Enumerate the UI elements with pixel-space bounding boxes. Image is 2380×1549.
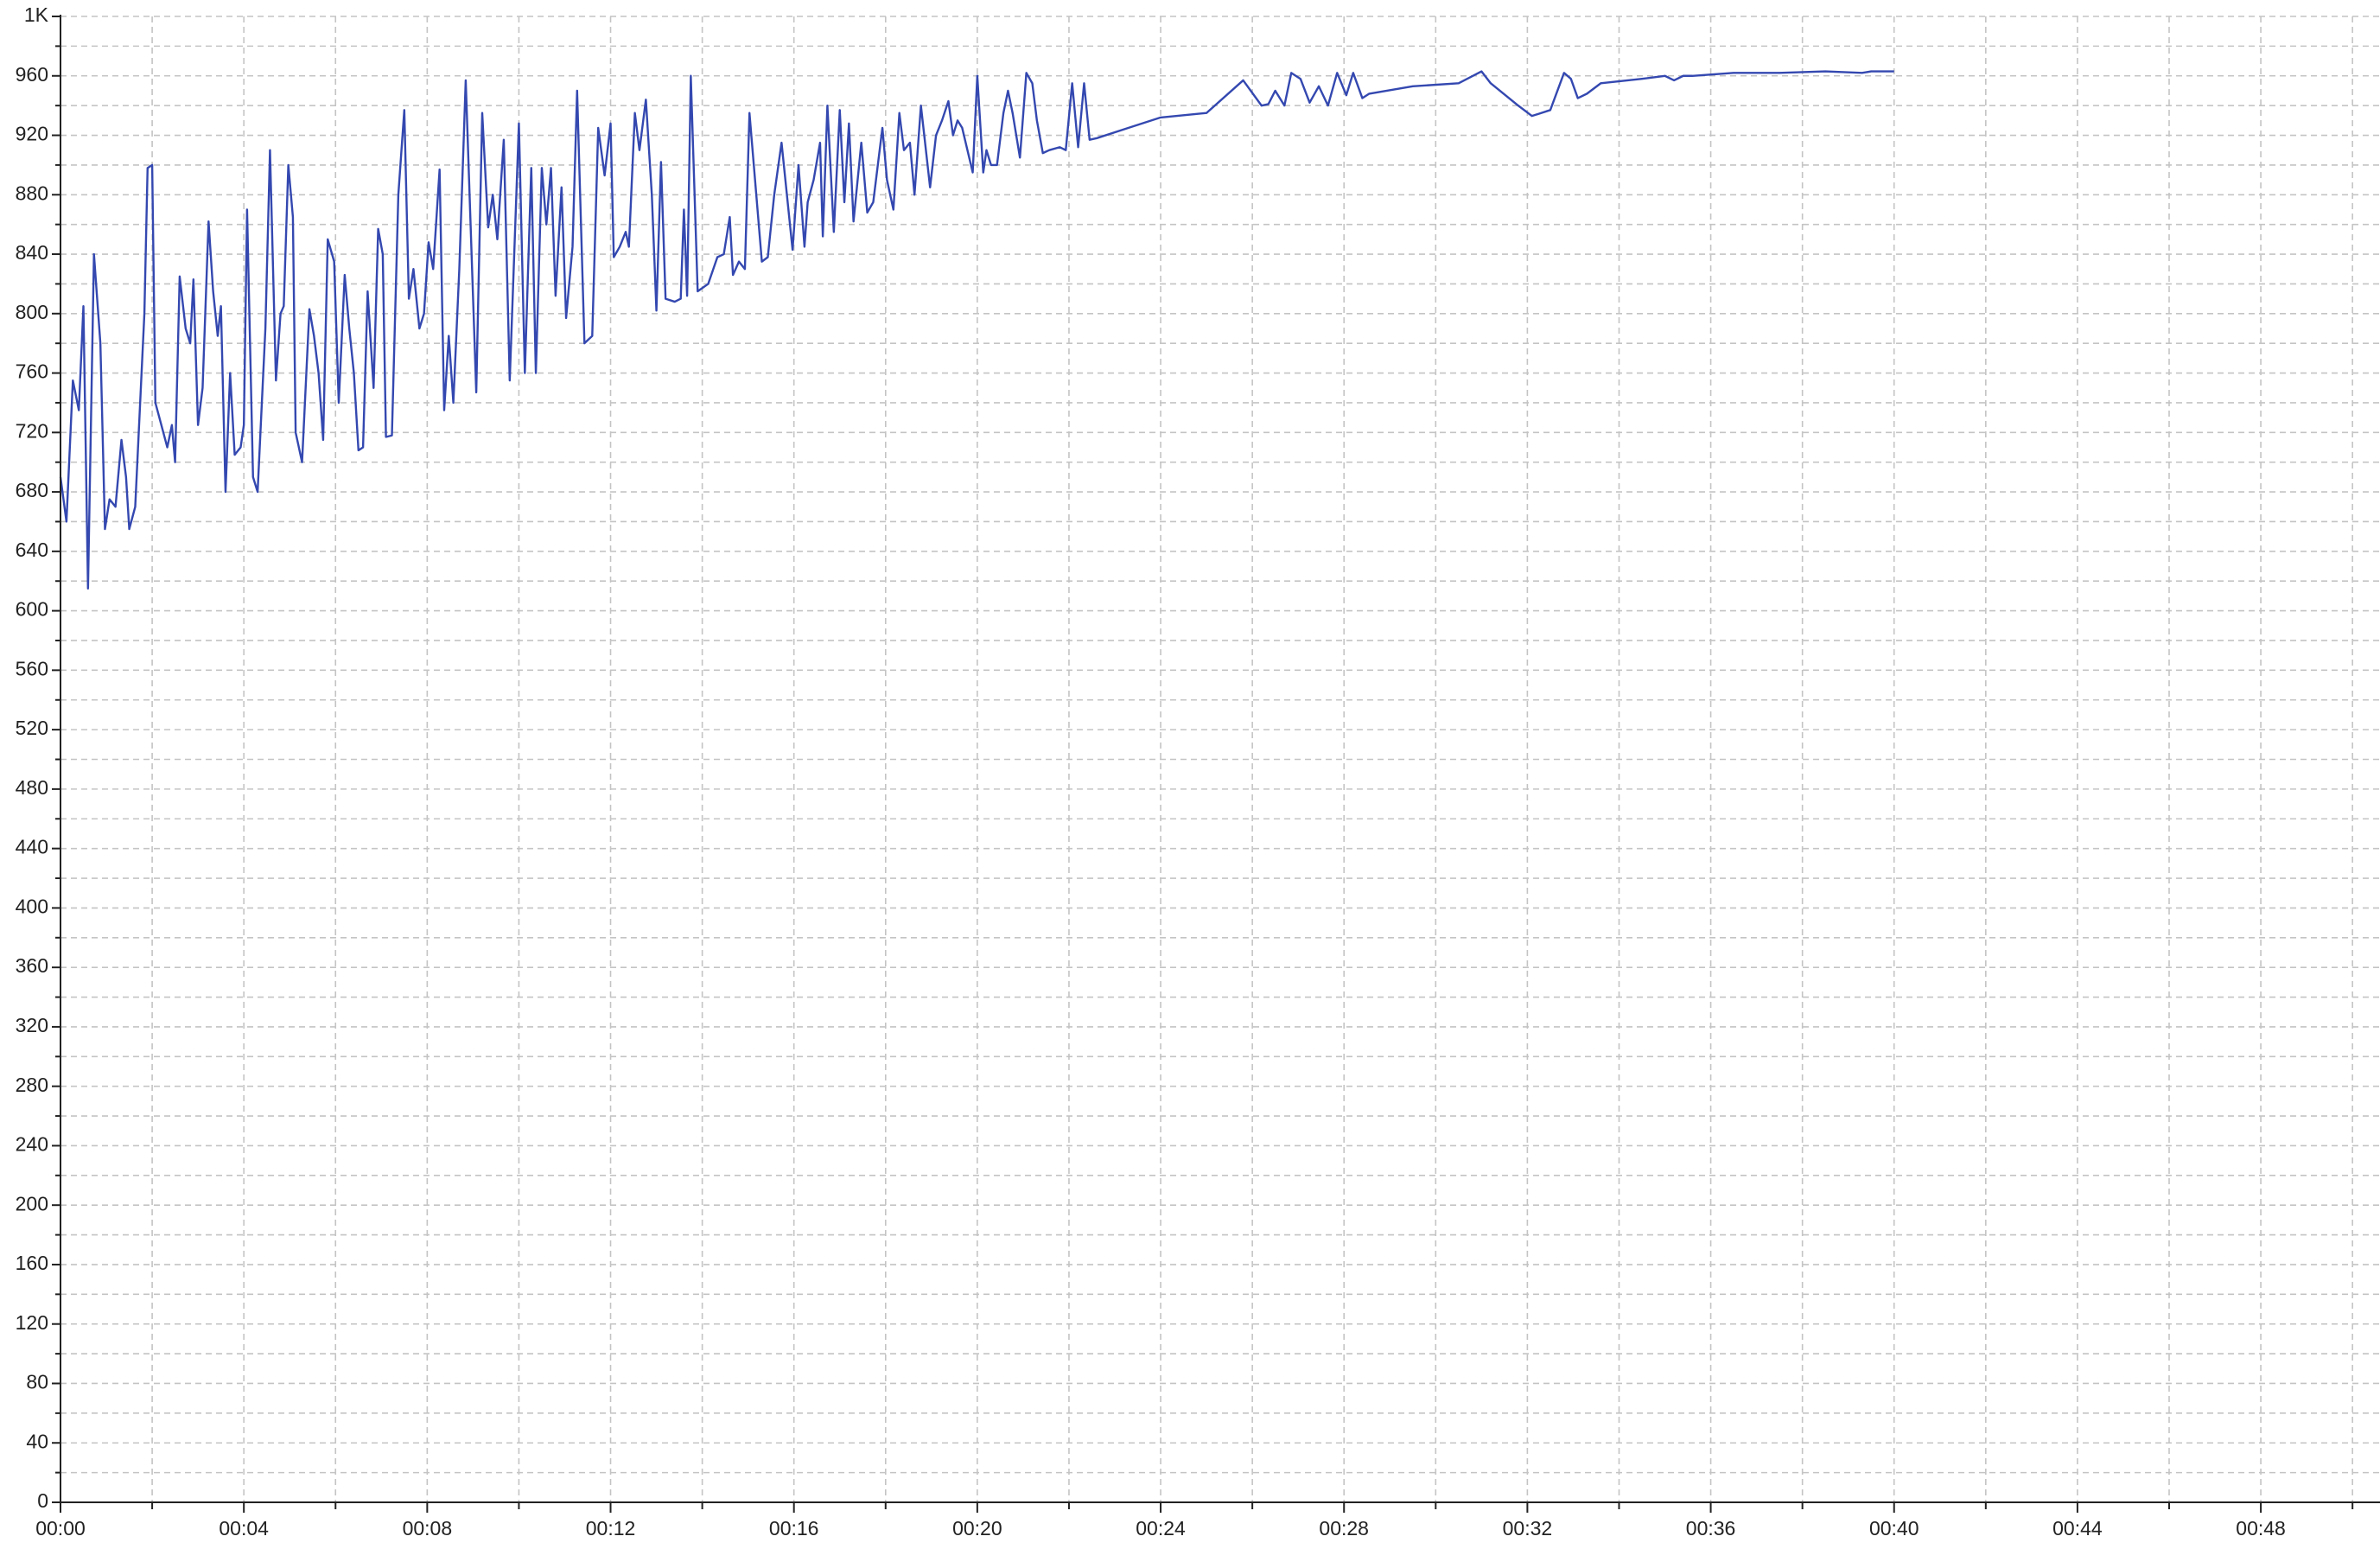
y-tick-label: 840 (16, 241, 48, 264)
y-tick-label: 200 (16, 1192, 48, 1214)
x-tick-label: 00:32 (1503, 1517, 1553, 1539)
x-tick-label: 00:24 (1136, 1517, 1186, 1539)
y-tick-label: 160 (16, 1252, 48, 1274)
y-tick-label: 120 (16, 1311, 48, 1334)
y-tick-label: 880 (16, 182, 48, 204)
y-tick-label: 600 (16, 598, 48, 621)
y-tick-label: 800 (16, 301, 48, 323)
plot (59, 70, 1894, 590)
y-tick-label: 560 (16, 657, 48, 679)
x-tick-label: 00:16 (769, 1517, 819, 1539)
y-tick-label: 960 (16, 63, 48, 86)
x-tick-label: 00:20 (952, 1517, 1002, 1539)
y-tick-label: 280 (16, 1074, 48, 1096)
x-tick-label: 00:44 (2052, 1517, 2103, 1539)
x-tick-label: 00:12 (586, 1517, 636, 1539)
y-tick-label: 320 (16, 1014, 48, 1036)
y-tick-label: 760 (16, 360, 48, 383)
x-tick-label: 00:48 (2236, 1517, 2286, 1539)
y-tick-label: 640 (16, 539, 48, 561)
x-tick-label: 00:00 (35, 1517, 86, 1539)
y-tick-label: 480 (16, 776, 48, 799)
y-tick-label: 0 (37, 1489, 48, 1512)
y-tick-label: 400 (16, 895, 48, 917)
y-tick-label: 720 (16, 419, 48, 442)
y-tick-label: 40 (26, 1430, 48, 1452)
x-tick-label: 00:40 (1869, 1517, 1919, 1539)
x-tick-label: 00:36 (1686, 1517, 1736, 1539)
y-tick-label: 440 (16, 836, 48, 858)
y-tick-label: 360 (16, 954, 48, 977)
y-tick-label: 520 (16, 717, 48, 739)
y-tick-label: 240 (16, 1133, 48, 1156)
data-line (59, 70, 1894, 590)
grid (60, 16, 2380, 1503)
y-tick-label: 680 (16, 479, 48, 501)
y-tick-label: 1K (24, 3, 49, 26)
y-tick-label: 920 (16, 123, 48, 145)
x-tick-label: 00:08 (403, 1517, 453, 1539)
x-tick-label: 00:28 (1319, 1517, 1369, 1539)
axes: 0 40 80 120 160 200 240 280 320 360 400 440 480 520 56… (16, 3, 2380, 1539)
x-tick-label: 00:04 (219, 1517, 269, 1539)
y-tick-label: 80 (26, 1371, 48, 1393)
